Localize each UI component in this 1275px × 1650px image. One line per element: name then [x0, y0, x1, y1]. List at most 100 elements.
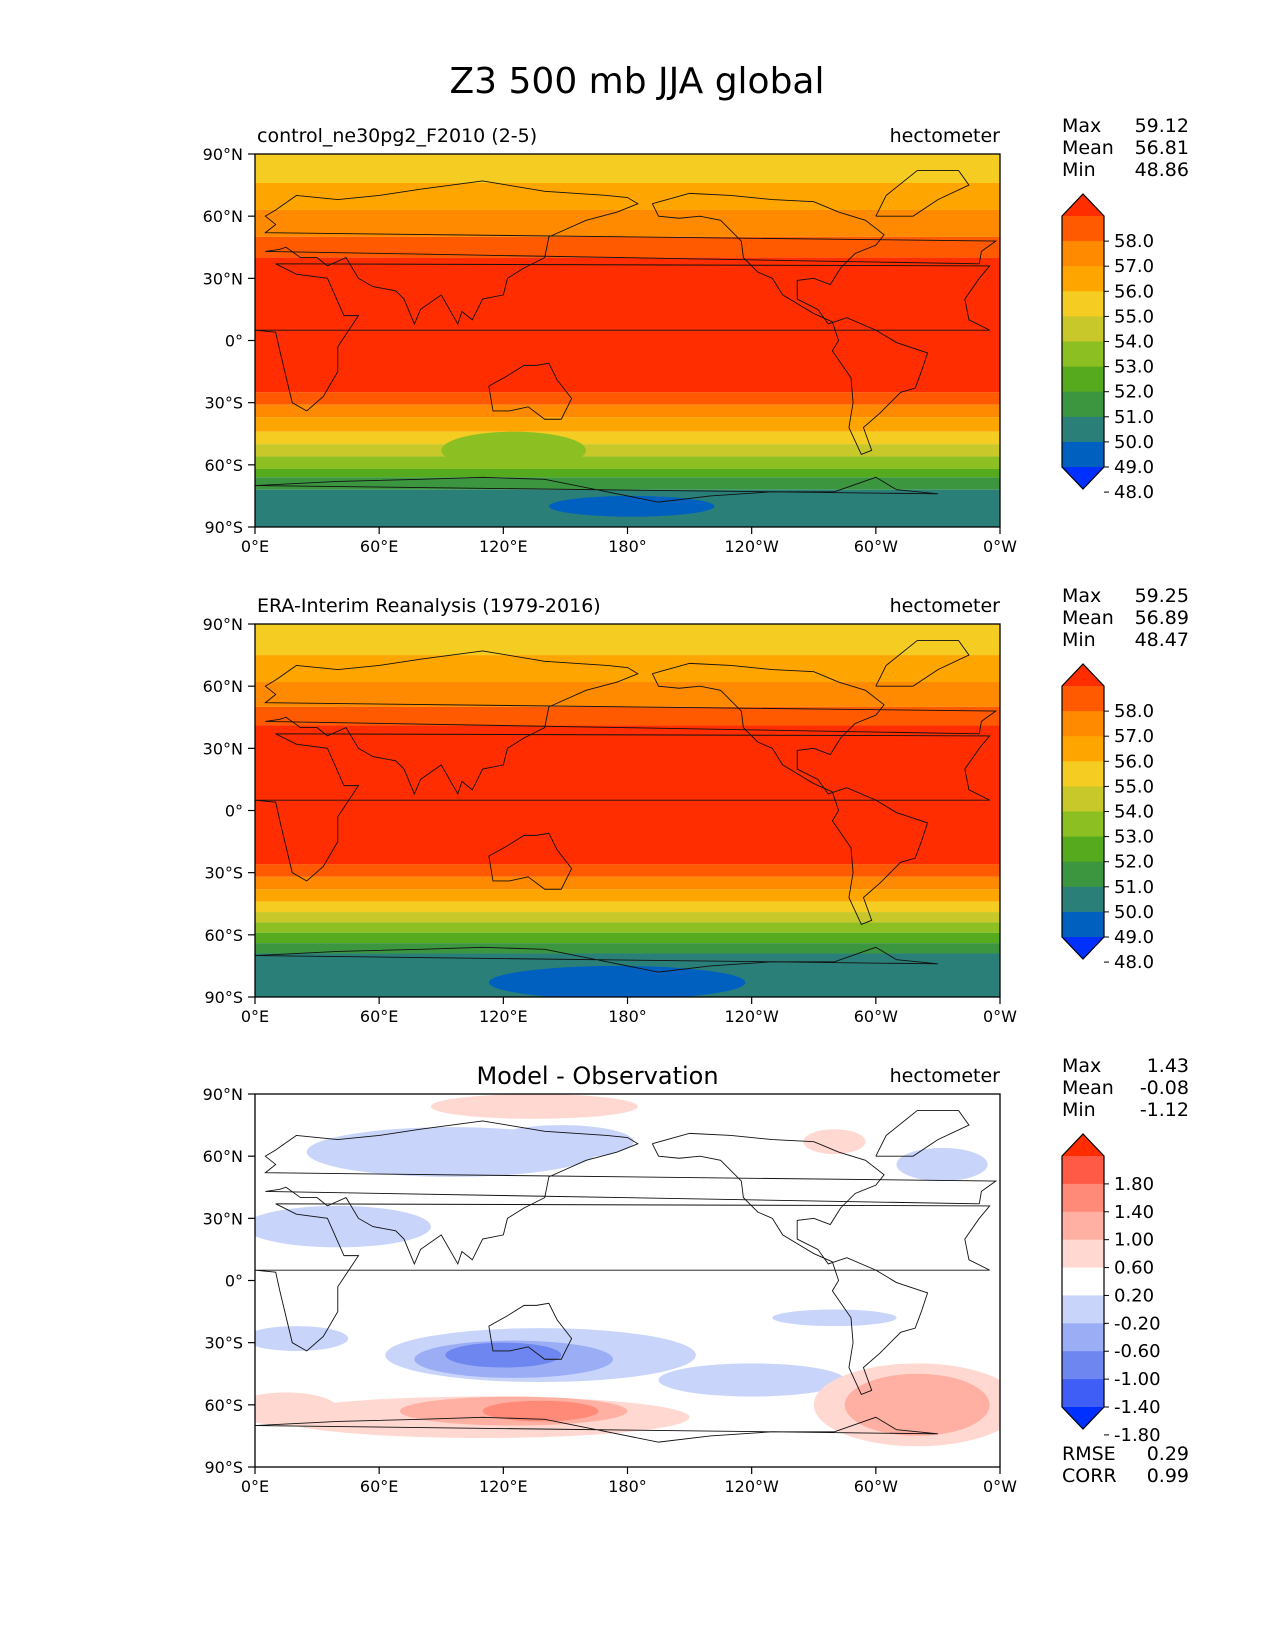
colorbar-label: 55.0	[1114, 306, 1154, 327]
contour-region	[255, 1326, 349, 1351]
contour-region	[430, 1094, 638, 1119]
units-label: hectometer	[890, 125, 1001, 147]
colorbar-label: 50.0	[1114, 432, 1154, 453]
colorbar-swatch	[1062, 786, 1104, 812]
colorbar-swatch	[1062, 711, 1104, 737]
x-tick-label: 0°W	[983, 1007, 1017, 1026]
coastline	[651, 662, 929, 926]
coastline	[255, 1416, 938, 1443]
colorbar-label: 58.0	[1114, 701, 1154, 722]
colorbar-label: 57.0	[1114, 256, 1154, 277]
colorbar-swatch	[1062, 686, 1104, 712]
colorbar-swatch	[1062, 1183, 1104, 1213]
stat-label: Max	[1062, 585, 1101, 607]
stat-label: Max	[1062, 1055, 1101, 1077]
contour-band	[255, 725, 1000, 865]
x-tick-label: 0°E	[241, 1477, 269, 1496]
map-panel-1: 0°E 60°E 120°E 180° 120°W 60°W 0°W 90°N 60°N 30°N…	[203, 115, 1189, 556]
colorbar-label: -0.20	[1114, 1313, 1161, 1334]
colorbar-label: -0.60	[1114, 1341, 1161, 1362]
y-tick-label: 30°N	[203, 739, 243, 758]
colorbar: 58.0 57.0 56.0 55.0 54.0 53.0 52.0 51.0 50.0 49.0…	[1061, 193, 1154, 503]
contour-band	[255, 864, 1000, 877]
contour-band	[255, 901, 1000, 913]
y-tick-label: 90°N	[203, 145, 243, 164]
y-tick-label: 60°N	[203, 207, 243, 226]
contour-band	[255, 889, 1000, 902]
contour-band	[255, 706, 1000, 726]
contour-band	[255, 404, 1000, 418]
colorbar-swatch	[1062, 861, 1104, 888]
map-panel-3: 0°E 60°E 120°E 180° 120°W 60°W 0°W 90°N 60°N 30°N…	[203, 1055, 1189, 1496]
coastlines	[255, 1110, 998, 1443]
y-tick-label: 60°N	[203, 1147, 243, 1166]
colorbar-label: 56.0	[1114, 751, 1154, 772]
colorbar-swatch	[1062, 391, 1104, 418]
colorbar-swatch	[1062, 366, 1104, 393]
stat-value: 48.47	[1135, 629, 1189, 651]
contour-region	[772, 1309, 897, 1327]
stat-label: Min	[1062, 159, 1096, 181]
colorbar-label: 51.0	[1114, 877, 1154, 898]
x-tick-label: 60°W	[854, 1007, 898, 1026]
colorbar-label: 49.0	[1114, 927, 1154, 948]
colorbar-label: -1.00	[1114, 1369, 1161, 1390]
colorbar-swatch	[1062, 1295, 1104, 1324]
colorbar-label: 56.0	[1114, 281, 1154, 302]
x-tick-label: 120°W	[724, 1007, 779, 1026]
colorbar-swatch	[1062, 911, 1104, 938]
colorbar-label: 52.0	[1114, 382, 1154, 403]
contour-region	[488, 965, 746, 997]
y-tick-label: 30°N	[203, 1209, 243, 1228]
colorbar-label: 50.0	[1114, 902, 1154, 923]
units-label: hectometer	[890, 595, 1001, 617]
contour-field	[255, 154, 1000, 527]
coastline	[488, 362, 573, 420]
contour-band	[255, 444, 1000, 457]
colorbar-swatch	[1062, 441, 1104, 468]
y-tick-label: 60°S	[204, 926, 243, 945]
colorbar-label: 53.0	[1114, 357, 1154, 378]
colorbar-swatch	[1062, 216, 1104, 242]
colorbar-label: 55.0	[1114, 776, 1154, 797]
stat-value: 1.43	[1147, 1055, 1189, 1077]
contour-band	[255, 417, 1000, 432]
y-tick-label: 30°N	[203, 269, 243, 288]
coastline	[255, 476, 938, 503]
x-tick-label: 180°	[608, 537, 647, 556]
coastline	[255, 263, 991, 412]
colorbar-swatch	[1062, 1351, 1104, 1380]
colorbar-label: 54.0	[1114, 332, 1154, 353]
colorbar-label: 0.60	[1114, 1258, 1154, 1279]
y-tick-label: 60°S	[204, 1396, 243, 1415]
x-tick-label: 60°E	[360, 1477, 398, 1496]
x-tick-label: 60°W	[854, 537, 898, 556]
x-tick-label: 60°W	[854, 1477, 898, 1496]
contour-band	[255, 154, 1000, 184]
colorbar-swatch	[1062, 1267, 1104, 1296]
y-tick-label: 0°	[225, 332, 243, 351]
colorbar-label: 54.0	[1114, 802, 1154, 823]
colorbar-swatch	[1062, 291, 1104, 317]
colorbar-extend-min	[1062, 937, 1104, 959]
contour-band	[255, 183, 1000, 210]
stat-value: 56.89	[1135, 607, 1189, 629]
stat-value: 0.29	[1147, 1443, 1189, 1465]
colorbar-swatch	[1062, 761, 1104, 787]
y-tick-label: 60°N	[203, 677, 243, 696]
contour-region	[482, 1400, 599, 1422]
y-tick-label: 90°S	[204, 988, 243, 1007]
colorbar-swatch	[1062, 241, 1104, 267]
coastline	[264, 180, 998, 326]
colorbar-label: 49.0	[1114, 457, 1154, 478]
y-tick-label: 90°S	[204, 1458, 243, 1477]
panel-title: control_ne30pg2_F2010 (2-5)	[257, 125, 537, 147]
x-tick-label: 60°E	[360, 1007, 398, 1026]
figure-title: Z3 500 mb JJA global	[450, 61, 825, 102]
contour-band	[255, 477, 1000, 490]
colorbar-label: -1.40	[1114, 1397, 1161, 1418]
x-tick-label: 120°E	[479, 1477, 528, 1496]
colorbar-label: 1.00	[1114, 1230, 1154, 1251]
y-tick-label: 90°N	[203, 615, 243, 634]
